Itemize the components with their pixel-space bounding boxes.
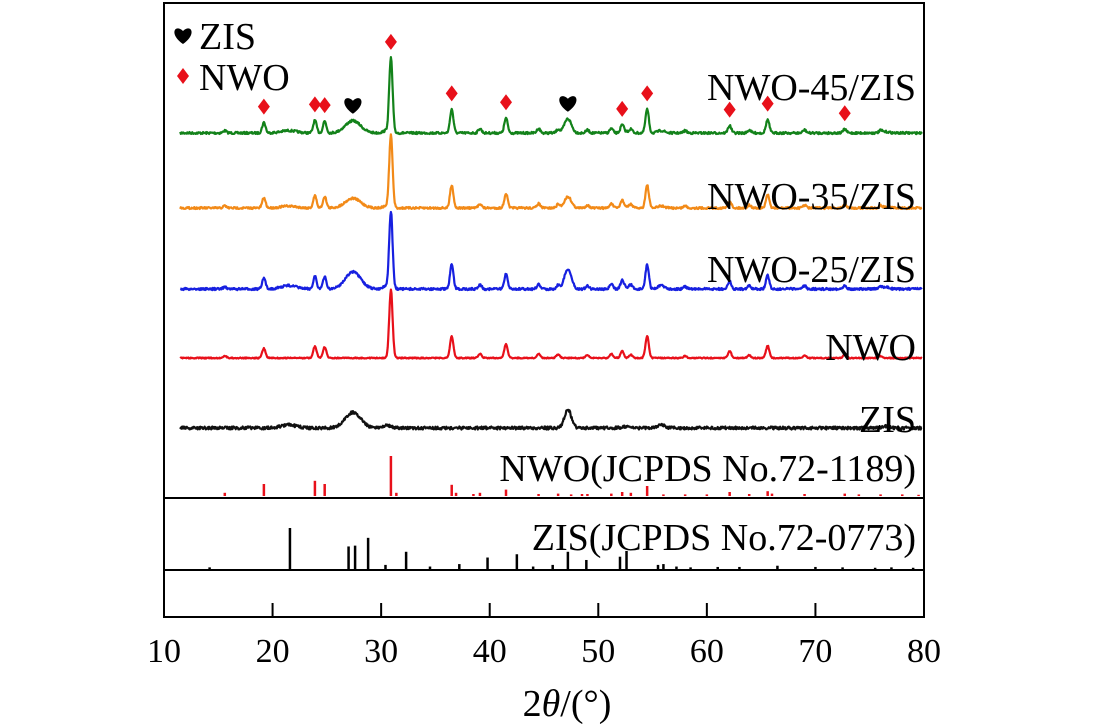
x-tick-label: 60 (690, 633, 724, 670)
reference-label: ZIS(JCPDS No.72-0773) (532, 517, 916, 559)
series-label: NWO-25/ZIS (707, 249, 916, 291)
legend-label: NWO (199, 57, 290, 99)
diamond-marker-icon (384, 33, 397, 50)
xrd-curves: NWO-45/ZIS NWO-35/ZIS NWO-25/ZIS NWO ZIS (179, 56, 923, 441)
reference-label: NWO(JCPDS No.72-1189) (499, 448, 916, 490)
xrd-curve (179, 56, 923, 136)
x-tick-label: 40 (473, 633, 507, 670)
xrd-curve (179, 408, 923, 431)
x-axis: 10 20 30 40 50 60 70 80 (147, 603, 941, 670)
series-label: NWO-45/ZIS (707, 67, 916, 109)
diamond-marker-icon (723, 101, 736, 118)
diamond-marker-icon (641, 85, 654, 102)
x-tick-label: 70 (798, 633, 832, 670)
heart-marker-icon (344, 98, 362, 114)
legend-label: ZIS (199, 16, 256, 58)
series-label: NWO (825, 327, 916, 369)
series-label: NWO-35/ZIS (707, 176, 916, 218)
x-tick-label: 20 (256, 633, 290, 670)
x-tick-label: 80 (907, 633, 941, 670)
x-tick-label: 30 (364, 633, 398, 670)
diamond-marker-icon (616, 100, 629, 117)
series-label: ZIS (859, 399, 916, 441)
xrd-curve (179, 210, 923, 292)
x-tick-label: 10 (147, 633, 181, 670)
plot-frame (163, 2, 925, 618)
peak-markers (257, 33, 851, 122)
diamond-marker-icon (445, 85, 458, 102)
diamond-marker-icon (318, 97, 331, 114)
diamond-marker-icon (257, 98, 270, 115)
xrd-curve (179, 288, 923, 360)
heart-marker-icon (174, 28, 192, 44)
x-axis-label: 2θ/(°) (523, 683, 612, 724)
diamond-marker-icon (177, 68, 189, 84)
heart-marker-icon (559, 96, 577, 112)
diamond-marker-icon (308, 96, 321, 113)
xrd-curve (179, 133, 923, 211)
x-tick-label: 50 (581, 633, 615, 670)
reference-patterns: NWO(JCPDS No.72-1189) ZIS(JCPDS No.72-077… (208, 448, 920, 569)
diamond-marker-icon (838, 105, 851, 122)
diamond-marker-icon (500, 94, 512, 111)
diamond-marker-icon (761, 95, 774, 112)
